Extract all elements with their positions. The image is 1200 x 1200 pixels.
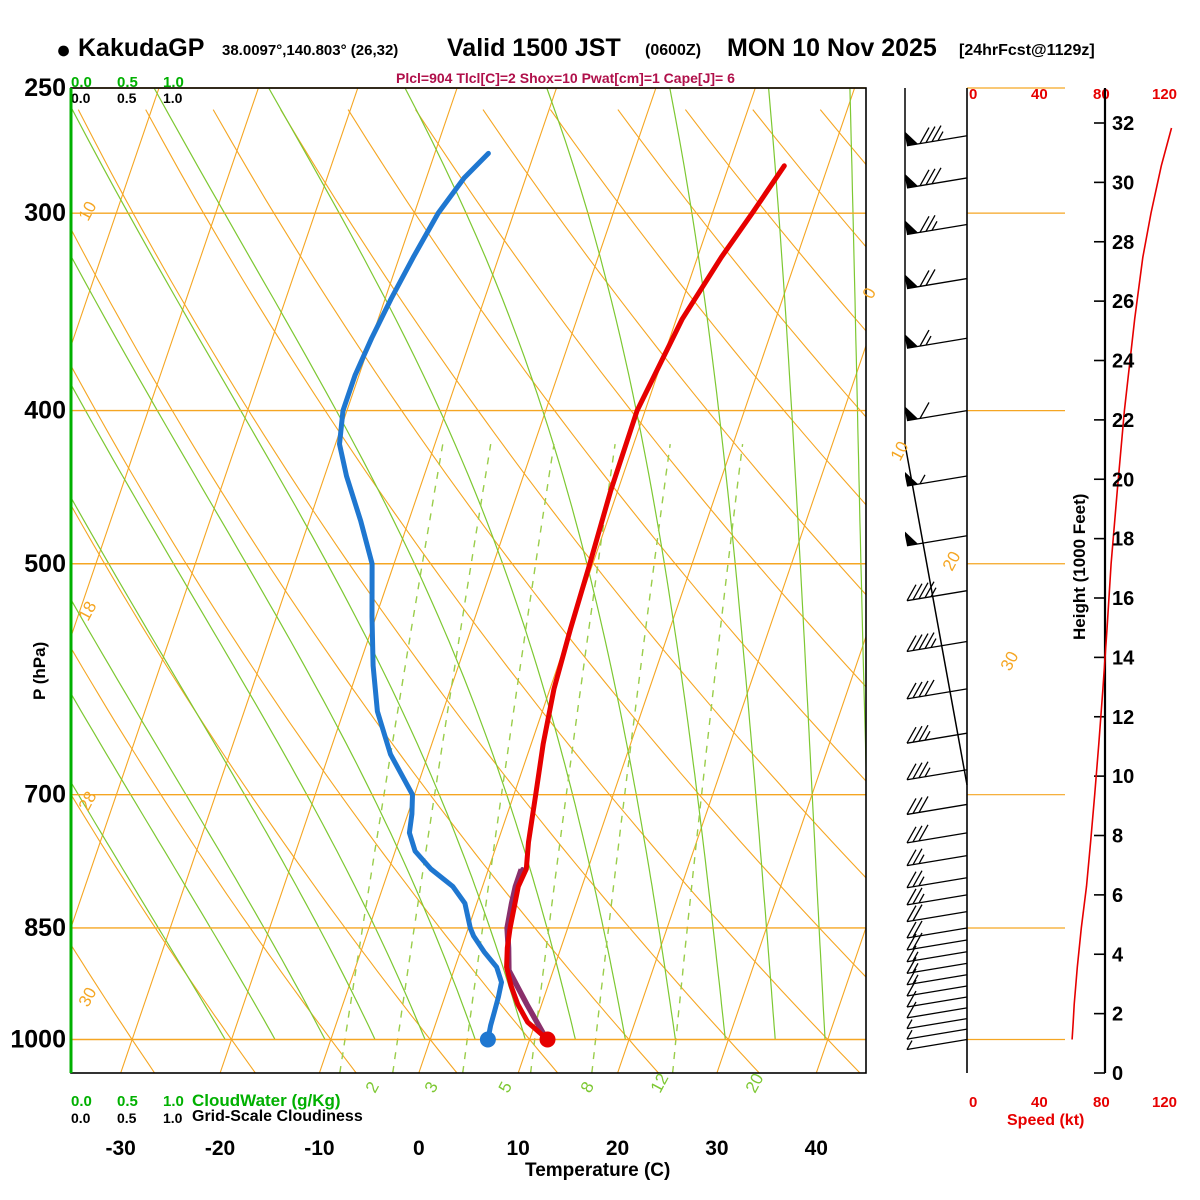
wind-panel: [904, 88, 968, 1073]
surface-markers: [479, 1031, 556, 1048]
isotherm-grid: [71, 88, 866, 1073]
pressure-tick-labels: 250 300 400 500 700 850 1000: [10, 74, 66, 1054]
svg-text:10: 10: [75, 198, 101, 224]
parcel-profile: [504, 867, 550, 1042]
svg-text:2: 2: [362, 1079, 383, 1096]
svg-text:8: 8: [1112, 826, 1123, 848]
height-panel: [1094, 88, 1107, 1074]
svg-text:20: 20: [939, 548, 965, 574]
svg-text:300: 300: [24, 199, 66, 227]
mixing-ratio-grid: [339, 443, 744, 1073]
station-name: KakudaGP: [78, 34, 205, 62]
svg-text:24: 24: [1112, 351, 1135, 373]
svg-text:-10: -10: [304, 1137, 334, 1160]
temperature-axis-label: Temperature (C): [525, 1160, 671, 1181]
svg-text:30: 30: [75, 984, 101, 1010]
dry-adiabat-grid: [71, 109, 866, 1073]
speed-tick-top-3: 120: [1152, 86, 1178, 103]
cloudwater-tick-bottom-1: 0.5: [117, 1093, 138, 1110]
cloudwater-tick-top-0: 0.0: [71, 74, 92, 91]
svg-text:20: 20: [742, 1070, 768, 1096]
svg-text:14: 14: [1112, 647, 1135, 669]
svg-text:3: 3: [421, 1079, 442, 1096]
valid-time-utc: (0600Z): [645, 42, 702, 59]
sounding-parameters: Plcl=904 Tlcl[C]=2 Shox=10 Pwat[cm]=1 Ca…: [396, 70, 735, 86]
svg-text:-30: -30: [106, 1137, 136, 1160]
cloudwater-tick-bottom-0: 0.0: [71, 1093, 92, 1110]
dewpoint-profile: [337, 150, 504, 1042]
svg-text:26: 26: [1112, 291, 1134, 313]
station-coordinates: 38.0097°,140.803° (26,32): [222, 42, 399, 59]
svg-text:28: 28: [75, 788, 101, 814]
cloudiness-tick-bottom-0: 0.0: [71, 1110, 91, 1126]
cloudiness-tick-top-1: 0.5: [117, 90, 137, 106]
temperature-tick-labels: -30 -20 -10 0 10 20 30 40: [106, 1137, 828, 1160]
svg-text:4: 4: [1112, 944, 1124, 966]
svg-text:400: 400: [24, 397, 66, 425]
wind-barbs: [905, 125, 968, 1051]
svg-text:12: 12: [1112, 707, 1134, 729]
moist-adiabat-grid: [71, 88, 866, 1040]
isobar-grid: [71, 87, 1065, 1041]
station-bullet-icon: ●: [56, 36, 72, 64]
svg-text:28: 28: [1112, 232, 1134, 254]
cloudiness-tick-top-2: 1.0: [163, 90, 183, 106]
svg-text:0: 0: [859, 285, 880, 302]
svg-text:0: 0: [413, 1137, 425, 1160]
svg-text:850: 850: [24, 914, 66, 942]
cloudiness-axis-label: Grid-Scale Cloudiness: [192, 1108, 363, 1125]
cloudwater-tick-top-2: 1.0: [163, 74, 184, 91]
speed-axis-label: Speed (kt): [1007, 1112, 1085, 1129]
cloudiness-tick-top-0: 0.0: [71, 90, 91, 106]
cloudiness-tick-bottom-1: 0.5: [117, 1110, 137, 1126]
cloudwater-axis-label: CloudWater (g/Kg): [192, 1091, 341, 1110]
speed-tick-bottom-3: 120: [1152, 1094, 1178, 1111]
speed-tick-bottom-1: 40: [1031, 1094, 1048, 1111]
svg-text:30: 30: [1112, 172, 1134, 194]
svg-text:700: 700: [24, 781, 66, 809]
svg-text:40: 40: [805, 1137, 828, 1160]
svg-text:500: 500: [24, 550, 66, 578]
svg-text:1000: 1000: [10, 1026, 66, 1054]
svg-text:5: 5: [495, 1079, 516, 1096]
speed-tick-bottom-0: 0: [969, 1094, 978, 1111]
svg-text:32: 32: [1112, 113, 1134, 135]
svg-text:250: 250: [24, 74, 66, 102]
svg-text:30: 30: [997, 648, 1023, 674]
svg-text:2: 2: [1112, 1004, 1123, 1026]
svg-text:10: 10: [507, 1137, 530, 1160]
svg-text:0: 0: [1112, 1063, 1123, 1085]
svg-text:18: 18: [1112, 529, 1134, 551]
svg-text:-20: -20: [205, 1137, 235, 1160]
cloudwater-tick-top-1: 0.5: [117, 74, 138, 91]
svg-text:12: 12: [647, 1070, 673, 1096]
speed-tick-bottom-2: 80: [1093, 1094, 1110, 1111]
svg-text:20: 20: [606, 1137, 629, 1160]
speed-tick-top-1: 40: [1031, 86, 1048, 103]
temperature-profile: [504, 163, 787, 1042]
svg-text:22: 22: [1112, 410, 1134, 432]
forecast-info: [24hrFcst@1129z]: [959, 42, 1095, 59]
wind-speed-profile: [1071, 127, 1173, 1040]
cloudwater-tick-bottom-2: 1.0: [163, 1093, 184, 1110]
svg-text:6: 6: [1112, 885, 1123, 907]
svg-text:20: 20: [1112, 469, 1134, 491]
cloudiness-tick-bottom-2: 1.0: [163, 1110, 183, 1126]
svg-text:8: 8: [577, 1079, 598, 1096]
valid-time: Valid 1500 JST: [447, 34, 621, 62]
valid-date: MON 10 Nov 2025: [727, 34, 937, 62]
svg-text:16: 16: [1112, 588, 1134, 610]
svg-text:10: 10: [1112, 766, 1134, 788]
svg-text:18: 18: [75, 598, 101, 624]
svg-text:30: 30: [705, 1137, 728, 1160]
speed-tick-top-0: 0: [969, 86, 978, 103]
